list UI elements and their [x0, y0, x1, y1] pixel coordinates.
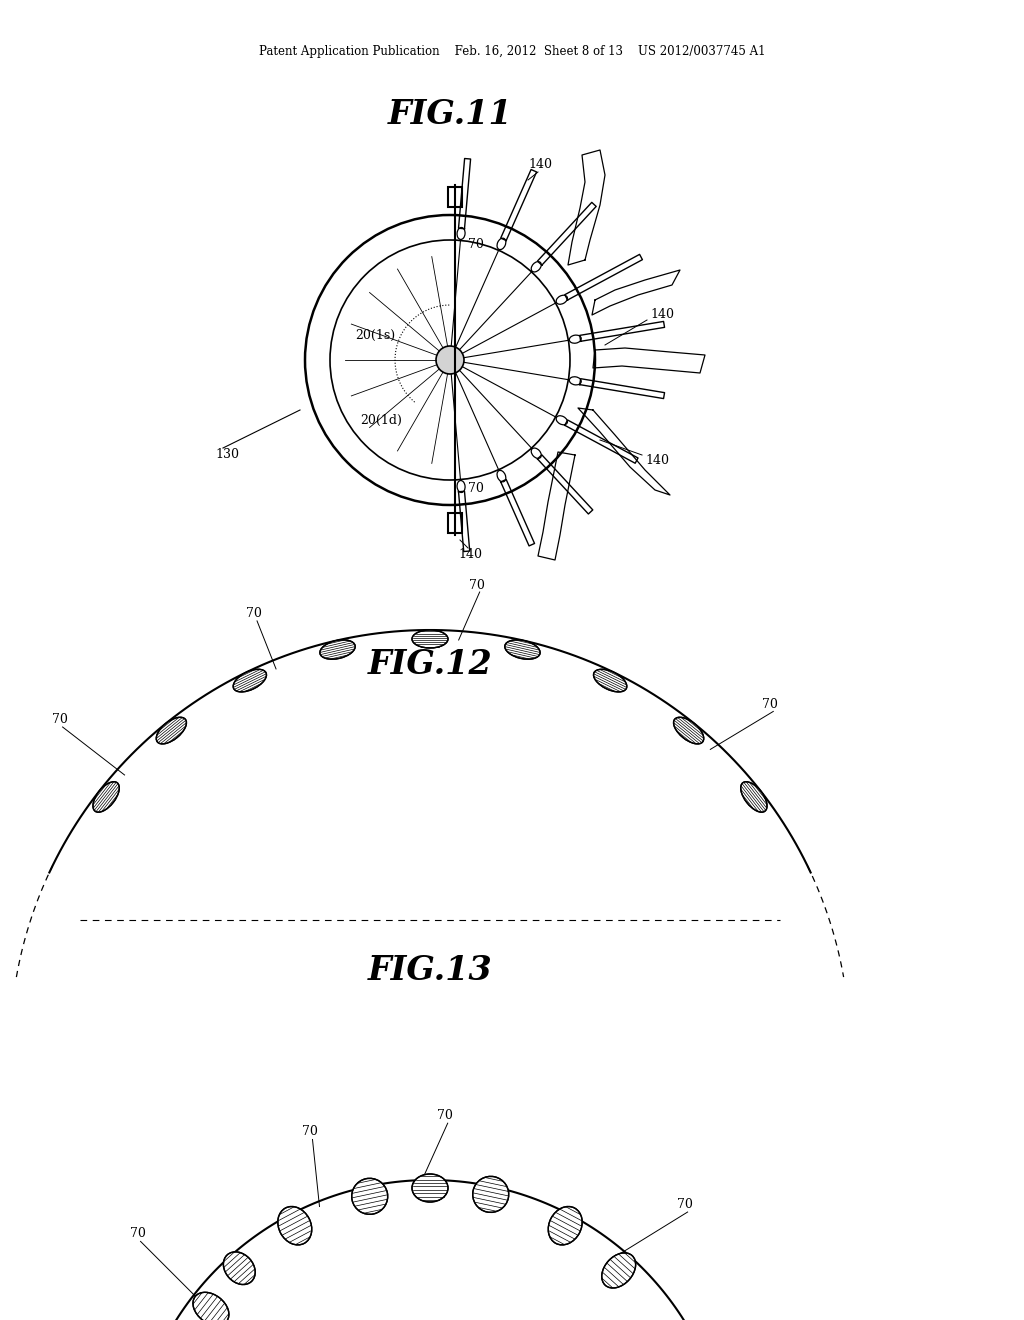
- Text: Patent Application Publication    Feb. 16, 2012  Sheet 8 of 13    US 2012/003774: Patent Application Publication Feb. 16, …: [259, 45, 765, 58]
- Text: 70: 70: [301, 1125, 317, 1138]
- Ellipse shape: [412, 1173, 447, 1203]
- Ellipse shape: [674, 717, 703, 744]
- Text: 140: 140: [645, 454, 669, 466]
- Ellipse shape: [594, 669, 627, 692]
- Text: 70: 70: [677, 1197, 692, 1210]
- Ellipse shape: [319, 640, 355, 659]
- Ellipse shape: [278, 1206, 311, 1245]
- Text: FIG.13: FIG.13: [368, 953, 493, 986]
- Text: 140: 140: [458, 549, 482, 561]
- Text: 70: 70: [468, 239, 484, 252]
- Text: 70: 70: [51, 714, 68, 726]
- Circle shape: [436, 346, 464, 374]
- Text: 140: 140: [528, 158, 552, 172]
- Ellipse shape: [602, 1253, 636, 1288]
- Text: 70: 70: [762, 698, 778, 711]
- Text: FIG.11: FIG.11: [388, 99, 512, 132]
- Text: 70: 70: [437, 1109, 453, 1122]
- Ellipse shape: [740, 781, 767, 812]
- Ellipse shape: [505, 640, 540, 659]
- Ellipse shape: [223, 1251, 255, 1284]
- Text: FIG.12: FIG.12: [368, 648, 493, 681]
- Text: 70: 70: [468, 482, 484, 495]
- Ellipse shape: [93, 781, 119, 812]
- Ellipse shape: [473, 1176, 509, 1212]
- Ellipse shape: [351, 1179, 388, 1214]
- Ellipse shape: [157, 717, 186, 744]
- Ellipse shape: [412, 630, 447, 648]
- Ellipse shape: [193, 1292, 229, 1320]
- Text: 20(1s): 20(1s): [355, 329, 395, 342]
- Text: 140: 140: [650, 309, 674, 322]
- Text: 70: 70: [130, 1226, 145, 1239]
- Text: 20(1d): 20(1d): [360, 413, 401, 426]
- Ellipse shape: [233, 669, 266, 692]
- Ellipse shape: [548, 1206, 583, 1245]
- Text: 130: 130: [215, 449, 239, 462]
- Text: 70: 70: [246, 607, 262, 620]
- Text: 70: 70: [469, 578, 484, 591]
